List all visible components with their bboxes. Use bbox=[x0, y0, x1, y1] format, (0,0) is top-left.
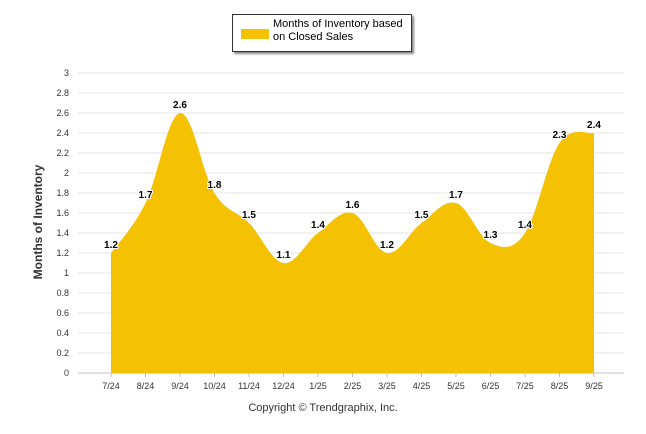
data-label: 1.6 bbox=[346, 200, 360, 211]
y-tick-label: 0.6 bbox=[56, 308, 69, 318]
copyright-footer: Copyright © Trendgraphix, Inc. bbox=[248, 402, 398, 414]
data-label: 2.6 bbox=[173, 100, 187, 111]
data-label: 2.4 bbox=[587, 120, 601, 131]
y-tick-label: 1 bbox=[64, 268, 69, 278]
y-tick-label: 2.6 bbox=[56, 108, 69, 118]
x-tick-label: 7/25 bbox=[516, 381, 534, 391]
y-tick-label: 2.4 bbox=[56, 128, 69, 138]
data-label: 1.2 bbox=[104, 240, 118, 251]
x-tick-label: 4/25 bbox=[413, 381, 431, 391]
data-label: 1.3 bbox=[484, 230, 498, 241]
data-label: 2.3 bbox=[553, 130, 567, 141]
x-tick-label: 1/25 bbox=[309, 381, 327, 391]
legend-label: Months of Inventory based on Closed Sale… bbox=[273, 18, 403, 43]
y-tick-label: 1.4 bbox=[56, 228, 69, 238]
y-tick-label: 3 bbox=[64, 68, 69, 78]
y-tick-label: 2.8 bbox=[56, 88, 69, 98]
x-tick-label: 9/25 bbox=[585, 381, 603, 391]
y-tick-label: 0 bbox=[64, 368, 69, 378]
data-label: 1.2 bbox=[380, 240, 394, 251]
data-label: 1.7 bbox=[139, 190, 153, 201]
y-axis-ticks: 3 2.8 2.6 2.4 2.2 2 1.8 1.6 1.4 1.2 1 0.8 0.6 0.4 0.2 0 bbox=[56, 68, 69, 378]
y-tick-label: 1.8 bbox=[56, 188, 69, 198]
y-tick-label: 1.6 bbox=[56, 208, 69, 218]
data-label: 1.7 bbox=[449, 190, 463, 201]
y-tick-label: 1.2 bbox=[56, 248, 69, 258]
x-tick-label: 11/24 bbox=[238, 381, 260, 391]
x-tick-label: 10/24 bbox=[203, 381, 226, 391]
x-axis-ticks: 7/24 8/24 9/24 10/24 11/24 12/24 1/25 2/25 3/25 4… bbox=[102, 373, 603, 391]
x-tick-label: 8/25 bbox=[551, 381, 569, 391]
data-label: 1.4 bbox=[311, 220, 325, 231]
data-labels: 1.2 1.7 2.6 1.8 1.5 1.1 1.4 1.6 1.2 1.5 1.7 1.3 1.4 2… bbox=[103, 99, 602, 262]
x-tick-label: 3/25 bbox=[378, 381, 396, 391]
data-label: 1.1 bbox=[277, 250, 291, 261]
x-tick-label: 8/24 bbox=[137, 381, 155, 391]
x-tick-label: 9/24 bbox=[171, 381, 189, 391]
x-tick-label: 2/25 bbox=[344, 381, 362, 391]
x-tick-label: 7/24 bbox=[102, 381, 120, 391]
data-label: 1.5 bbox=[242, 210, 256, 221]
legend[interactable]: Months of Inventory based on Closed Sale… bbox=[232, 14, 412, 52]
data-label: 1.4 bbox=[518, 220, 532, 231]
legend-swatch bbox=[241, 29, 269, 39]
y-tick-label: 0.2 bbox=[56, 348, 69, 358]
x-tick-label: 6/25 bbox=[482, 381, 500, 391]
y-tick-label: 0.8 bbox=[56, 288, 69, 298]
y-tick-label: 0.4 bbox=[56, 328, 69, 338]
y-tick-label: 2 bbox=[64, 168, 69, 178]
data-label: 1.8 bbox=[208, 180, 222, 191]
series-area-months-of-inventory bbox=[111, 112, 594, 373]
x-tick-label: 12/24 bbox=[272, 381, 295, 391]
data-label: 1.5 bbox=[415, 210, 429, 221]
x-tick-label: 5/25 bbox=[447, 381, 465, 391]
y-tick-label: 2.2 bbox=[56, 148, 69, 158]
y-axis-title: Months of Inventory bbox=[31, 164, 45, 279]
